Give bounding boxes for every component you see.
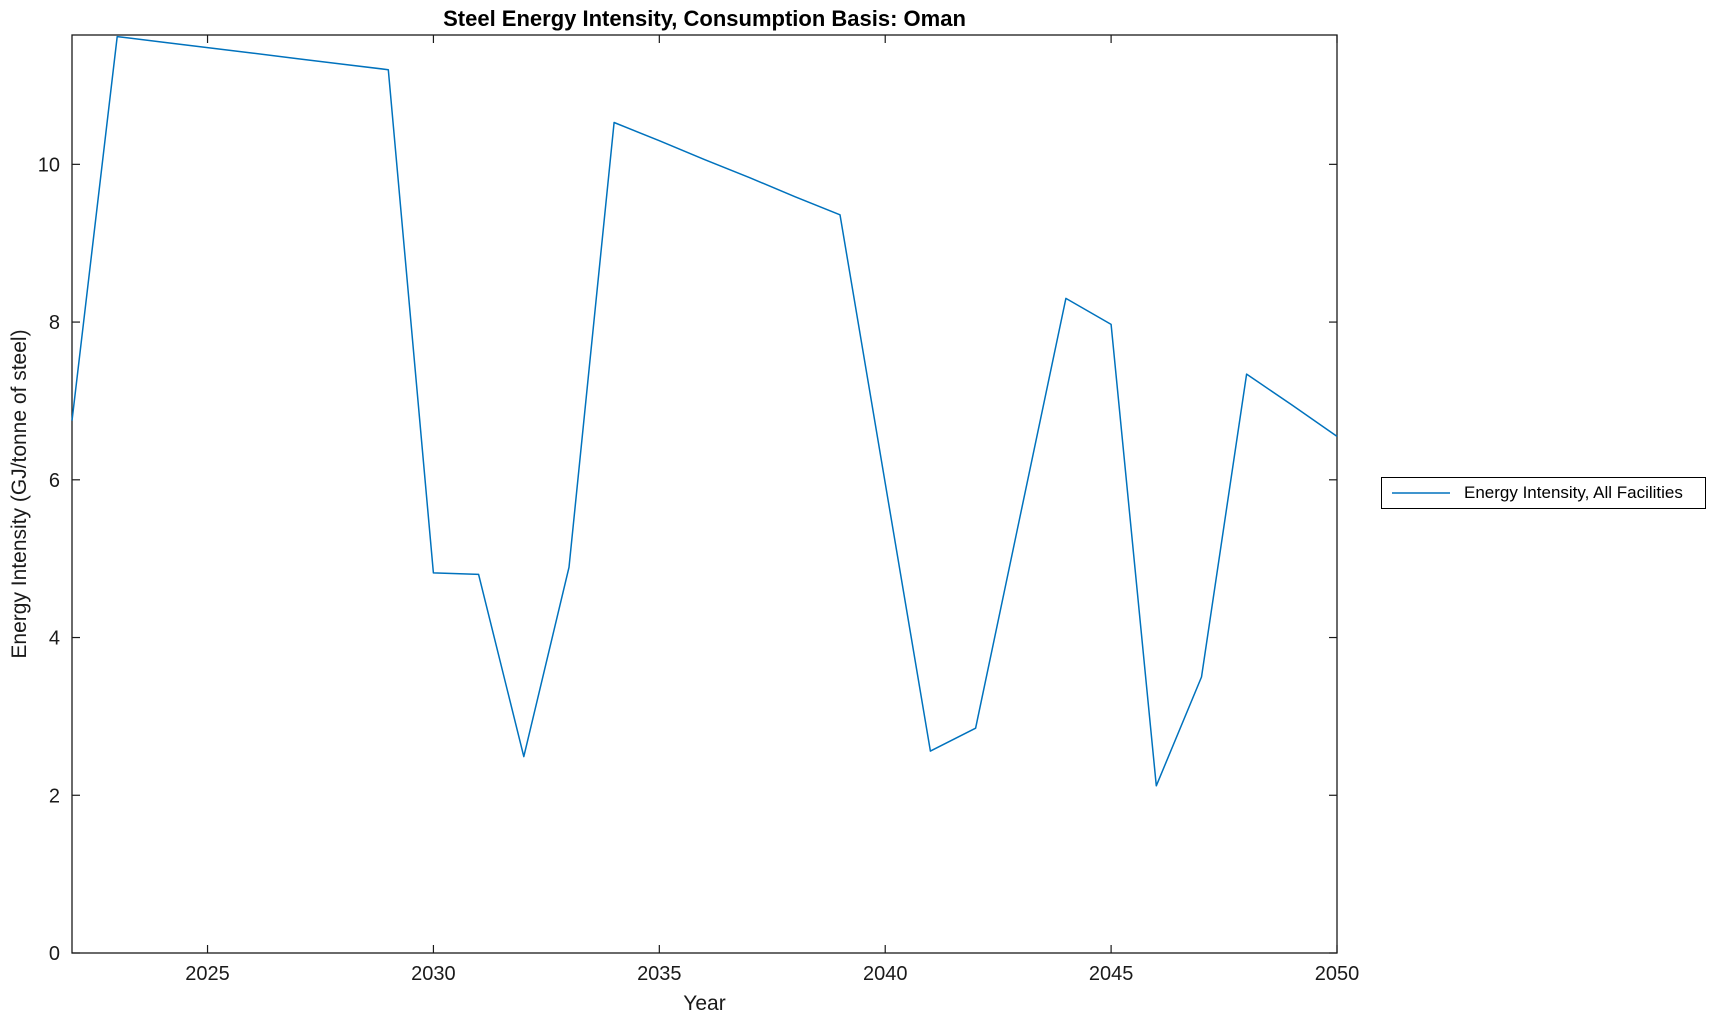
x-tick-label: 2025	[185, 963, 230, 985]
y-tick-label: 8	[49, 312, 60, 334]
legend-line-sample-icon	[1392, 492, 1450, 494]
legend-entry-label: Energy Intensity, All Facilities	[1464, 483, 1683, 502]
x-tick-label: 2050	[1315, 963, 1360, 985]
y-tick-label: 4	[49, 628, 60, 650]
y-tick-label: 2	[49, 785, 60, 807]
y-tick-label: 6	[49, 470, 60, 492]
x-tick-label: 2045	[1089, 963, 1134, 985]
x-tick-label: 2040	[863, 963, 908, 985]
y-tick-label: 0	[49, 943, 60, 965]
legend: Energy Intensity, All Facilities	[1381, 477, 1706, 509]
y-tick-label: 10	[38, 154, 60, 176]
data-line	[71, 35, 1338, 787]
x-tick-label: 2035	[637, 963, 682, 985]
x-axis-label: Year	[683, 992, 726, 1015]
axes-box	[71, 34, 1338, 954]
y-axis-label: Energy Intensity (GJ/tonne of steel)	[8, 329, 31, 659]
x-tick-label: 2030	[411, 963, 456, 985]
chart-title: Steel Energy Intensity, Consumption Basi…	[443, 6, 966, 31]
